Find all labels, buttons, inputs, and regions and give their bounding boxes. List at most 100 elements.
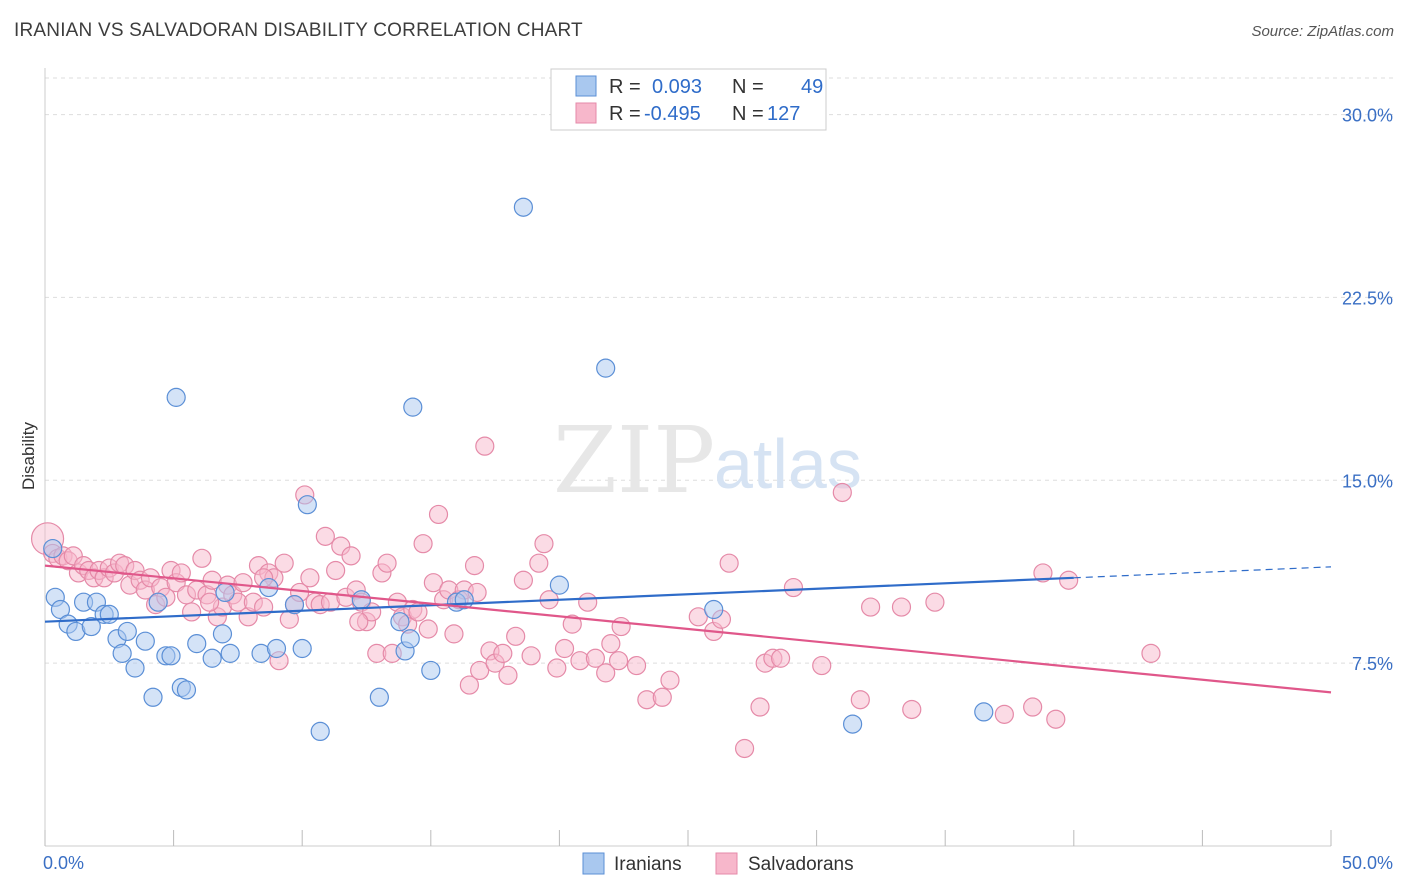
iranian-point (310, 721, 330, 742)
iranians-trend-extension (1073, 566, 1332, 579)
salvadoran-point (626, 655, 647, 676)
legend-swatch-iranians (575, 75, 597, 97)
watermark: ZIP atlas (553, 407, 862, 514)
salvadoran-point (413, 534, 433, 554)
source-note: Source: ZipAtlas.com (1251, 23, 1394, 40)
iranian-point (212, 624, 233, 644)
iranian-point (974, 702, 994, 722)
salvadoran-point (428, 504, 449, 525)
iranian-point (369, 687, 389, 707)
iranian-point (187, 634, 207, 654)
iranian-point (284, 595, 305, 615)
salvadoran-point (783, 577, 804, 598)
salvadoran-point (554, 638, 575, 659)
salvadoran-point (770, 648, 791, 668)
iranian-point (351, 590, 371, 610)
iranian-point (202, 648, 222, 668)
salvadoran-point (611, 616, 631, 637)
salvadoran-point (850, 690, 870, 710)
salvadorans-points (30, 436, 1161, 759)
bottom-legend-swatch-salvadorans (715, 852, 738, 875)
salvadoran-point (529, 553, 549, 573)
salvadorans-trend-line (44, 564, 1332, 694)
salvadoran-point (444, 624, 464, 644)
salvadoran-point (902, 699, 922, 720)
salvadoran-point (377, 553, 397, 573)
iranians-points (43, 197, 994, 742)
salvadoran-point (274, 553, 294, 573)
salvadoran-point (233, 573, 253, 593)
y-tick-label: 30.0% (1342, 106, 1393, 126)
watermark-zip: ZIP (553, 407, 715, 514)
bottom-legend: Iranians Salvadorans (582, 852, 854, 875)
iranian-point (135, 631, 155, 651)
iranian-point (421, 660, 441, 681)
salvadoran-point (423, 573, 443, 593)
iranian-point (99, 604, 119, 624)
salvadoran-point (925, 592, 945, 612)
salvadoran-point (608, 651, 629, 671)
legend-box (550, 68, 827, 131)
x-ticks (44, 830, 1332, 846)
salvadoran-point (300, 568, 320, 588)
salvadoran-point (200, 592, 220, 612)
legend-n-value: 127 (767, 103, 800, 125)
salvadoran-point (1141, 643, 1161, 663)
salvadoran-point (1059, 570, 1079, 590)
salvadoran-point (750, 697, 770, 717)
iranian-point (843, 714, 863, 734)
iranian-point (220, 643, 240, 663)
salvadoran-point (341, 546, 361, 566)
y-axis-title: Disability (19, 421, 38, 490)
salvadoran-point (1033, 563, 1053, 583)
iranian-point (117, 621, 137, 642)
salvadoran-point (994, 704, 1014, 724)
salvadoran-point (578, 592, 598, 612)
salvadoran-point (521, 646, 541, 666)
iranian-point (166, 387, 186, 407)
iranian-point (143, 687, 163, 707)
salvadoran-point (464, 556, 485, 576)
y-tick-label: 7.5% (1352, 654, 1393, 674)
salvadoran-point (1023, 697, 1043, 717)
bottom-legend-label-salvadorans: Salvadorans (748, 854, 854, 875)
legend-n-label: N = (732, 76, 764, 98)
iranian-point (403, 397, 423, 417)
salvadoran-point (688, 607, 708, 627)
salvadoran-point (171, 563, 191, 583)
legend-r-value: 0.093 (652, 76, 702, 98)
salvadoran-point (861, 597, 881, 617)
x-tick-label-min: 0.0% (43, 853, 84, 873)
iranian-point (176, 680, 197, 700)
salvadoran-point (326, 560, 346, 581)
salvadoran-point (719, 553, 739, 573)
iranian-point (596, 358, 616, 378)
salvadoran-point (192, 548, 212, 568)
iranian-point (112, 643, 132, 663)
legend-r-label: R = (609, 76, 641, 98)
salvadoran-point (891, 597, 912, 617)
salvadoran-point (832, 482, 852, 503)
y-tick-labels: 7.5% 15.0% 22.5% 30.0% (1342, 106, 1393, 675)
salvadoran-point (513, 570, 533, 590)
legend-n-label: N = (732, 103, 764, 125)
salvadoran-point (547, 658, 567, 678)
salvadoran-point (315, 526, 335, 546)
iranian-point (297, 495, 317, 515)
chart-title: IRANIAN VS SALVADORAN DISABILITY CORRELA… (14, 20, 583, 41)
salvadoran-point (506, 626, 526, 646)
legend-swatch-salvadorans (575, 102, 597, 124)
iranian-point (513, 197, 533, 217)
salvadoran-point (498, 665, 518, 685)
legend: R = 0.093 N = 49 R = -0.495 N = 127 (550, 68, 827, 131)
salvadoran-point (585, 648, 606, 668)
salvadoran-point (475, 436, 495, 456)
iranian-point (704, 599, 724, 620)
iranian-point (125, 658, 145, 678)
iranian-point (292, 638, 312, 659)
salvadoran-point (349, 612, 369, 632)
legend-r-value: -0.495 (644, 103, 701, 125)
iranians-trend-line (44, 576, 1074, 623)
iranian-point (549, 575, 570, 595)
